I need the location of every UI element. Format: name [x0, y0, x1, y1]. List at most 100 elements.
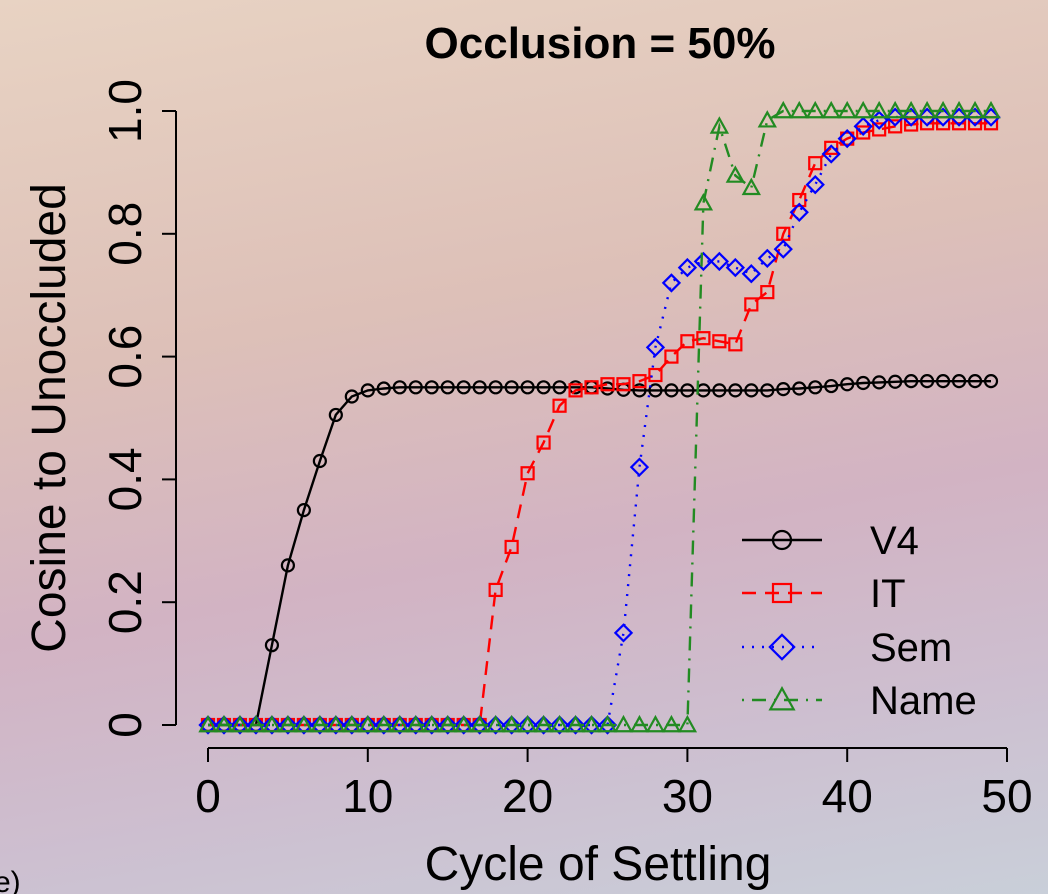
circle-marker [771, 529, 793, 551]
triangle-marker [768, 686, 796, 711]
legend-label: Sem [870, 626, 952, 670]
circle-marker [840, 377, 855, 392]
triangle-marker [533, 714, 554, 733]
diamond-marker [326, 715, 346, 735]
circle-marker [296, 503, 311, 518]
circle-marker [376, 381, 391, 396]
diamond-marker [278, 715, 298, 735]
diamond-marker [629, 457, 650, 477]
triangle-marker [757, 110, 777, 128]
square-marker [712, 334, 727, 349]
triangle-marker [773, 100, 793, 119]
diamond-marker [741, 264, 761, 284]
x-axis-label: Cycle of Settling [425, 838, 772, 891]
triangle-marker [869, 100, 889, 119]
legend-item-v4: V4 [742, 519, 919, 563]
diamond-marker [581, 715, 602, 735]
triangle-marker [438, 714, 458, 733]
diamond-marker [214, 715, 234, 735]
square-marker [632, 374, 647, 389]
y-tick-label: 0.4 [99, 447, 151, 511]
series-layer [198, 100, 1001, 735]
square-marker [904, 117, 919, 132]
square-marker [840, 131, 855, 146]
circle-marker [951, 374, 967, 389]
y-tick-label: 0.6 [99, 325, 151, 389]
legend-item-name: Name [742, 679, 977, 723]
diamond-marker [501, 715, 522, 735]
circle-marker [872, 375, 887, 390]
y-tick-label: 1.0 [99, 79, 151, 143]
legend-label: IT [870, 572, 906, 616]
diamond-marker [597, 715, 618, 735]
circle-marker [344, 389, 359, 404]
diamond-marker [310, 715, 330, 735]
circle-marker [280, 558, 295, 573]
triangle-marker [725, 165, 746, 183]
legend: V4 IT Sem Name [742, 519, 977, 723]
diamond-marker [693, 251, 714, 272]
circle-marker [408, 380, 423, 395]
diamond-marker [374, 715, 394, 735]
x-tick-label: 40 [822, 770, 873, 822]
diamond-marker [757, 248, 777, 269]
diamond-marker [454, 715, 474, 735]
circle-marker [312, 453, 327, 469]
circle-marker [967, 374, 983, 389]
x-tick-label: 30 [662, 770, 713, 822]
circle-marker [904, 374, 919, 389]
circle-marker [632, 383, 647, 398]
diamond-marker [470, 715, 490, 735]
square-marker [664, 349, 679, 364]
diamond-marker [613, 623, 634, 643]
triangle-marker [198, 714, 218, 733]
triangle-marker [326, 714, 346, 733]
circle-marker [488, 380, 503, 395]
circle-marker [552, 380, 567, 395]
chart-title: Occlusion = 50% [425, 19, 776, 68]
x-tick-label: 10 [342, 770, 393, 822]
triangle-marker [677, 714, 698, 733]
triangle-marker [949, 100, 969, 119]
diamond-marker [262, 715, 282, 735]
circle-marker [808, 380, 823, 395]
triangle-marker [469, 714, 490, 733]
diamond-marker [661, 273, 682, 293]
diamond-marker [533, 715, 554, 735]
circle-marker [424, 380, 439, 395]
triangle-marker [485, 714, 506, 733]
panel-label: e) [0, 866, 21, 894]
square-marker [568, 383, 583, 398]
square-marker [824, 140, 839, 155]
series-sem [198, 107, 1001, 735]
diamond-marker [358, 715, 378, 735]
triangle-marker [454, 714, 474, 733]
square-marker [616, 377, 631, 392]
circle-marker [712, 383, 727, 398]
triangle-marker [981, 100, 1001, 119]
square-marker [872, 122, 887, 137]
circle-marker [680, 383, 695, 398]
square-marker [771, 582, 793, 604]
triangle-marker [390, 714, 410, 733]
circle-marker [888, 374, 903, 389]
triangle-marker [917, 100, 937, 119]
series-line [208, 380, 991, 727]
circle-marker [856, 375, 871, 391]
y-tick-label: 0.2 [99, 570, 151, 634]
diamond-marker [709, 251, 730, 272]
circle-marker [824, 378, 839, 394]
triangle-marker [693, 193, 714, 211]
triangle-marker [342, 714, 362, 733]
triangle-marker [629, 714, 650, 733]
triangle-marker [805, 100, 825, 119]
triangle-marker [645, 714, 666, 733]
diamond-marker [406, 715, 426, 735]
square-marker [488, 582, 503, 598]
square-marker [648, 367, 663, 383]
circle-marker [935, 374, 951, 389]
square-marker [600, 377, 615, 392]
legend-label: V4 [870, 519, 919, 563]
triangle-marker [613, 714, 634, 733]
